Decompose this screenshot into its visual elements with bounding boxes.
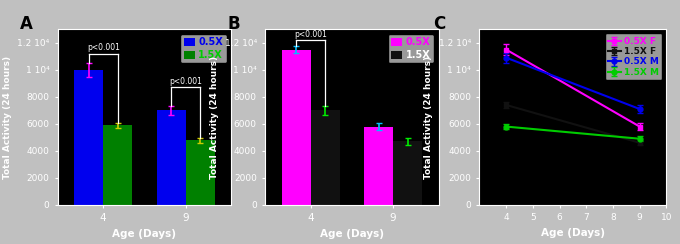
Text: p<0.001: p<0.001 [169,77,202,86]
Text: A: A [20,15,33,33]
Legend: 0.5X F, 1.5X F, 0.5X M, 1.5X M: 0.5X F, 1.5X F, 0.5X M, 1.5X M [605,33,662,80]
Legend: 0.5X, 1.5X: 0.5X, 1.5X [180,34,226,63]
Y-axis label: Total Activity (24 hours): Total Activity (24 hours) [3,56,12,179]
X-axis label: Age (Days): Age (Days) [541,228,605,238]
Y-axis label: Total Activity (24 hours): Total Activity (24 hours) [210,56,219,179]
Text: C: C [432,15,445,33]
X-axis label: Age (Days): Age (Days) [320,229,384,239]
Bar [186,140,215,205]
Bar [103,125,132,205]
Bar [393,142,422,205]
Bar [311,110,339,205]
Text: p<0.001: p<0.001 [294,30,327,39]
Bar [364,127,393,205]
Bar [157,110,186,205]
Bar [74,70,103,205]
X-axis label: Age (Days): Age (Days) [112,229,177,239]
Legend: 0.5X, 1.5X: 0.5X, 1.5X [388,34,434,63]
Text: B: B [227,15,239,33]
Y-axis label: Total Activity (24 hours): Total Activity (24 hours) [424,56,433,179]
Text: p<0.001: p<0.001 [87,43,120,52]
Bar [282,50,311,205]
